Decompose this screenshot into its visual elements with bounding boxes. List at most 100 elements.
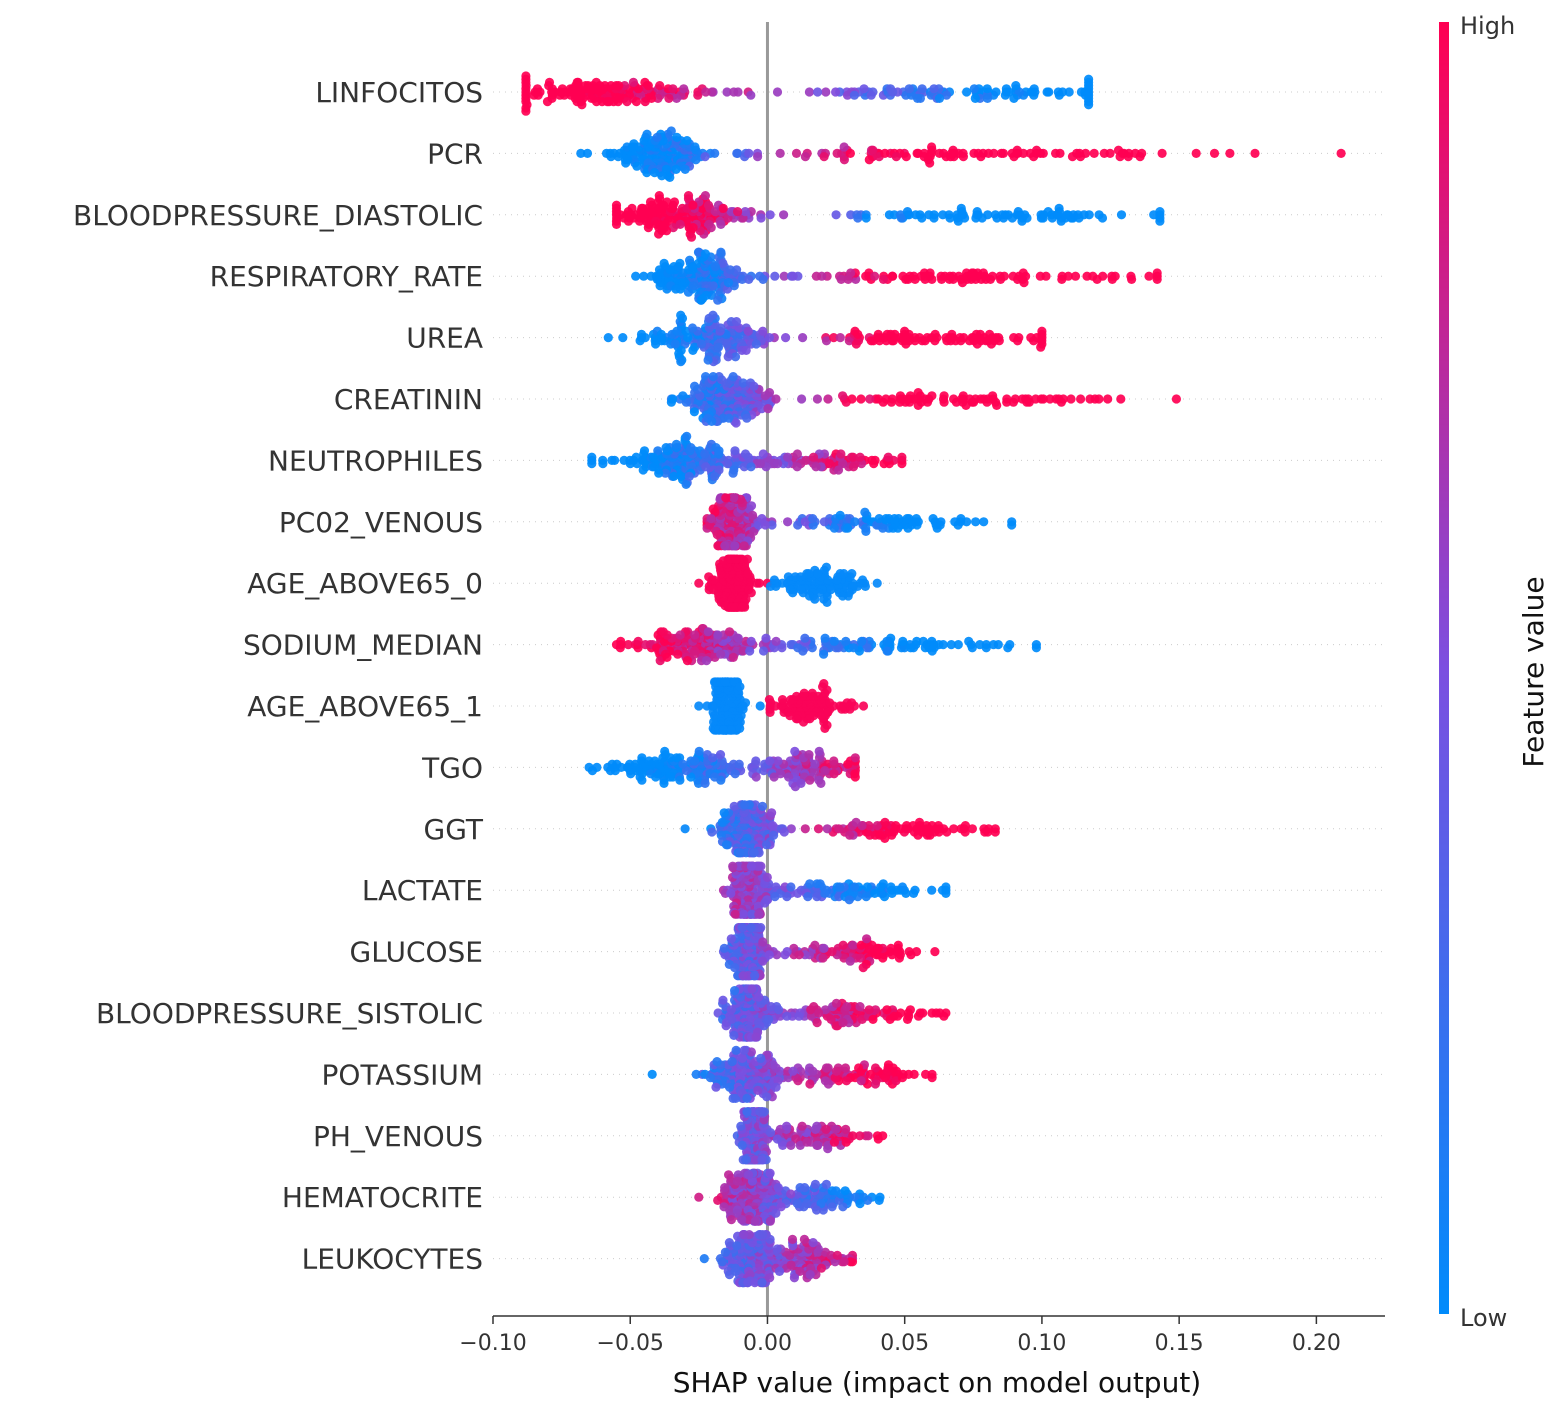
shap-dot [942,336,952,346]
shap-dot [800,1183,810,1193]
shap-dot [788,1066,798,1076]
shap-dot [701,87,711,97]
shap-dot [686,772,696,782]
shap-dot [746,90,756,100]
shap-dot [587,459,597,469]
shap-dot [673,649,683,659]
shap-dot [868,1014,878,1024]
shap-dot [782,1011,792,1021]
shap-dot [672,93,682,103]
shap-dot [737,1140,747,1150]
shap-dot [850,517,860,527]
shap-dot [929,84,939,94]
shap-dot [932,523,942,533]
shap-dot [850,753,860,763]
shap-dot [820,723,830,734]
shap-dot [754,578,764,588]
shap-dot [676,310,686,320]
shap-dot [831,998,842,1009]
shap-dot [627,142,637,152]
shap-dot [826,585,836,595]
shap-dot [865,394,875,404]
shap-dot [739,1045,749,1055]
shap-dot [819,649,829,659]
shap-dot [1092,274,1102,284]
shap-dot [747,984,757,994]
shap-dot [912,148,922,158]
shap-dot [791,148,802,158]
shap-dot [1064,87,1074,97]
shap-dot [788,271,798,281]
shap-dot [731,1045,741,1055]
shap-dot [856,394,866,404]
shap-dot [622,762,633,773]
shap-dot [960,821,971,831]
shap-dot [631,97,642,107]
shap-dot [696,339,707,349]
shap-dot [769,772,779,782]
shap-dot [710,772,720,782]
shap-dot [918,1008,928,1018]
shap-dot [675,258,685,268]
shap-dot [1076,394,1086,404]
shap-dot [700,778,710,789]
shap-dot [824,459,835,469]
shap-dot [740,207,750,217]
shap-dot [948,274,958,284]
shap-dot [848,1131,858,1141]
shap-dot [662,652,672,663]
shap-dot [874,514,884,524]
shap-dot [690,381,700,391]
shap-dot [730,769,740,779]
shap-dot [812,1018,822,1028]
shap-dot [849,90,860,100]
shap-dot [683,333,693,343]
shap-dot [738,378,748,388]
shap-dot [812,1205,822,1215]
shap-dot [762,872,772,883]
shap-dot [882,1005,892,1015]
shap-dot [1103,394,1113,404]
shap-dot [816,778,826,789]
shap-dot [762,1092,772,1102]
shap-dot [854,1063,864,1073]
shap-dot [835,882,845,892]
shap-dot [724,413,734,423]
shap-dot [758,646,769,656]
shap-dot [576,148,586,158]
shap-dot [888,1063,898,1073]
shap-dot [707,416,717,426]
shap-dot [758,937,768,947]
shap-dot [565,84,576,94]
shap-dot [771,394,781,404]
shap-dot [715,750,726,760]
shap-dot [761,840,772,850]
shap-dot [813,87,823,97]
shap-dot [731,317,742,327]
shap-dot [901,339,911,349]
shap-dot [597,97,607,107]
shap-dot [874,1195,884,1205]
shap-dot [582,148,593,158]
shap-dot [719,808,729,818]
shap-dot [708,281,718,291]
shap-dot [890,329,900,339]
shap-dot [798,646,808,656]
shap-dot [933,821,944,831]
shap-dot [983,827,993,837]
shap-dot [716,247,726,257]
shap-dot [733,207,743,217]
shap-dot [821,562,832,572]
shap-dot [726,888,736,899]
shap-dot [873,1134,883,1144]
shap-dot [664,93,674,103]
shap-dot [727,1057,737,1067]
shap-dot [799,688,809,698]
shap-dot [841,1124,851,1134]
shap-dot [765,210,775,220]
shap-dot [844,895,854,905]
shap-dot [982,397,992,407]
shap-dot [544,77,555,87]
shap-dot [872,943,882,954]
shap-dot [627,203,637,213]
